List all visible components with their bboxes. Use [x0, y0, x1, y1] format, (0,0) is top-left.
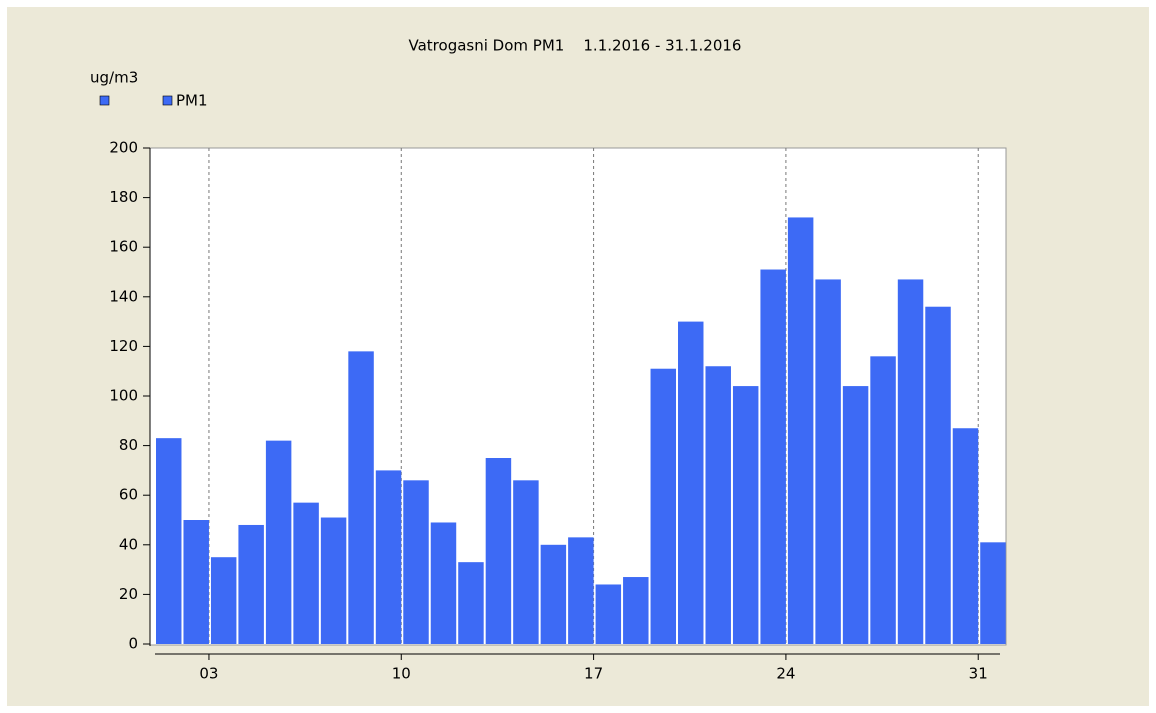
bar [897, 279, 924, 644]
bar [458, 562, 484, 644]
y-tick-label: 160 [109, 238, 138, 256]
bar [238, 524, 264, 644]
bar [787, 217, 814, 644]
x-tick-label: 17 [584, 665, 603, 683]
x-tick-label: 10 [392, 665, 411, 683]
y-tick-label: 120 [109, 337, 138, 355]
y-tick-label: 0 [128, 635, 138, 653]
legend-swatch [162, 95, 173, 106]
bar [705, 366, 731, 644]
bar [210, 557, 237, 644]
bar [183, 520, 209, 644]
bar [293, 502, 319, 644]
bar [403, 480, 429, 644]
legend-swatch-blank [99, 95, 110, 106]
bar [568, 537, 594, 644]
bar [265, 440, 292, 644]
bar [540, 544, 567, 644]
y-tick-label: 100 [109, 387, 138, 405]
y-axis-label: ug/m3 [90, 69, 138, 87]
y-tick-label: 80 [119, 436, 138, 454]
bar [760, 269, 786, 644]
bar [870, 356, 896, 644]
bar [925, 306, 951, 644]
bar [430, 522, 457, 644]
y-tick-label: 60 [119, 486, 138, 504]
bar [842, 386, 869, 644]
bar [320, 517, 347, 644]
y-tick-label: 20 [119, 585, 138, 603]
bar [732, 386, 759, 644]
bar [650, 368, 677, 644]
bar [623, 577, 649, 644]
bar [485, 458, 512, 644]
y-tick-label: 140 [109, 287, 138, 305]
bar [980, 542, 1006, 644]
x-tick-label: 24 [776, 665, 795, 683]
bar [375, 470, 402, 644]
y-tick-label: 200 [109, 139, 138, 157]
x-tick-label: 03 [199, 665, 218, 683]
y-tick-label: 40 [119, 535, 138, 553]
bar [815, 279, 841, 644]
bar [513, 480, 539, 644]
bar [952, 428, 979, 644]
x-tick-label: 31 [969, 665, 988, 683]
bar [678, 321, 704, 644]
bar [595, 584, 622, 644]
y-tick-label: 180 [109, 188, 138, 206]
chart-title: Vatrogasni Dom PM1 1.1.2016 - 31.1.2016 [409, 37, 742, 55]
bar [156, 438, 182, 644]
legend-label: PM1 [176, 92, 208, 110]
bar [348, 351, 374, 644]
